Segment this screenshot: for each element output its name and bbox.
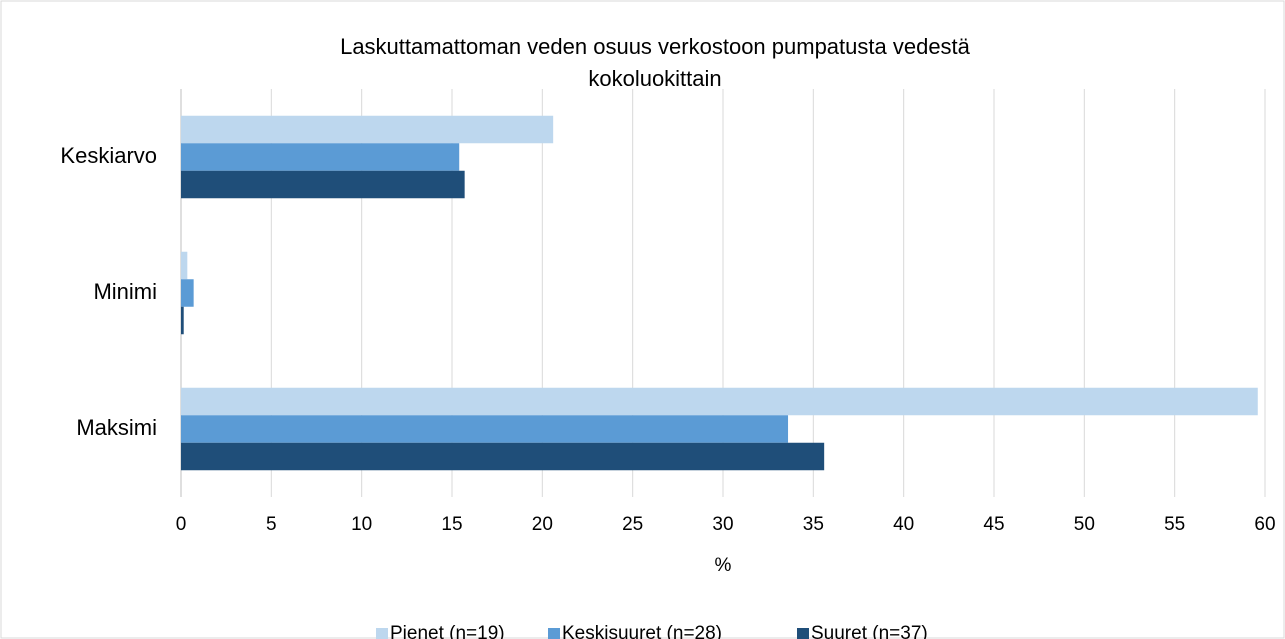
x-tick-label: 40 xyxy=(893,514,914,535)
bar xyxy=(181,415,789,443)
x-tick-label: 10 xyxy=(351,514,372,535)
x-tick-label: 30 xyxy=(712,514,733,535)
bar xyxy=(181,442,825,471)
y-tick-label: Minimi xyxy=(93,279,157,304)
y-tick-label: Keskiarvo xyxy=(60,143,157,168)
legend-swatch xyxy=(376,628,388,639)
bar xyxy=(181,251,188,280)
legend-swatch xyxy=(548,628,560,639)
bar xyxy=(181,170,465,199)
bar xyxy=(181,143,460,171)
x-axis-label: % xyxy=(715,555,732,576)
x-tick-label: 5 xyxy=(266,514,277,535)
x-tick-label: 35 xyxy=(803,514,824,535)
bar xyxy=(181,279,194,307)
bar xyxy=(181,387,1258,416)
legend-label: Suuret (n=37) xyxy=(811,623,928,639)
x-tick-label: 55 xyxy=(1164,514,1185,535)
x-tick-label: 15 xyxy=(441,514,462,535)
x-tick-label: 60 xyxy=(1254,514,1275,535)
legend-swatch xyxy=(797,628,809,639)
x-tick-label: 0 xyxy=(176,514,187,535)
legend-label: Pienet (n=19) xyxy=(390,623,505,639)
x-tick-label: 20 xyxy=(532,514,553,535)
x-tick-label: 45 xyxy=(983,514,1004,535)
chart-title: Laskuttamattoman veden osuus verkostoon … xyxy=(340,34,971,59)
x-tick-label: 50 xyxy=(1074,514,1095,535)
chart-title: kokoluokittain xyxy=(588,66,721,91)
y-tick-label: Maksimi xyxy=(76,415,157,440)
legend-label: Keskisuuret (n=28) xyxy=(562,623,722,639)
bar xyxy=(181,306,184,335)
x-tick-label: 25 xyxy=(622,514,643,535)
bar xyxy=(181,115,554,144)
